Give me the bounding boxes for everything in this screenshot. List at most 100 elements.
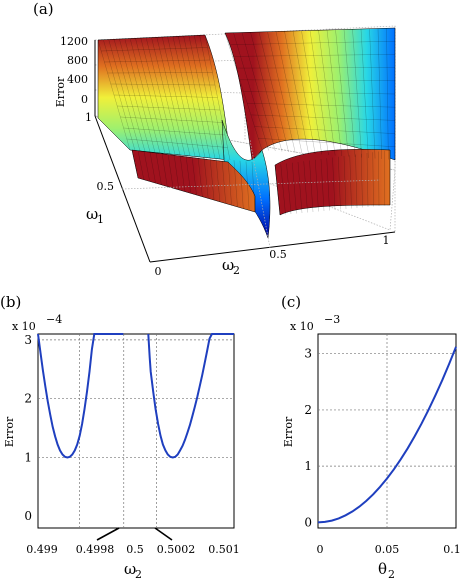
series-group [317,346,457,524]
mesh-line [104,59,211,63]
mesh-line [194,35,221,160]
mesh-line [280,164,286,215]
mesh-line [343,155,347,210]
mesh-line [292,30,316,155]
mesh-line [162,36,191,157]
mesh-line [239,79,396,81]
x-tick-label: 0.5002 [157,543,196,556]
mesh-line [377,28,382,160]
z-tick-label: 0 [81,93,88,106]
x-tick-label: 0 [155,265,162,278]
error-vs-omega2-panel: (b) x 10 −4 0 1 2 3 0.499 0.4998 0.5 0.5002… [0,293,240,578]
svg-text:2: 2 [233,264,240,277]
mesh-line [233,32,269,151]
mesh-line [221,158,226,204]
surface-front-right [274,149,391,216]
mesh-line [199,35,226,160]
mesh-line [178,36,206,158]
mesh-line [343,29,356,158]
mesh-line [137,150,145,180]
y-tick-label: 1 [85,111,92,124]
mesh-line [369,28,376,159]
y-axis-label: ω 1 [86,205,104,226]
svg-text:ω: ω [222,256,234,274]
mesh-line [378,151,380,207]
mesh-line [338,156,341,210]
mesh-line [309,30,329,156]
x-tick-labels: 0 0.05 0.1 [317,543,461,556]
mesh-line [318,30,336,156]
x-tick-label: 0.4998 [76,543,115,556]
mesh-line [185,155,191,194]
mesh-line [335,29,349,157]
mesh-line [156,37,186,156]
x-tick-label: 0.5 [126,543,144,556]
mesh-line [326,158,330,211]
svg-text:1: 1 [97,213,104,226]
mesh-line [123,127,226,136]
mesh-line [258,31,289,153]
y-tick-label: 2 [304,403,312,417]
surface-mesh [97,28,396,216]
mesh-line [239,160,244,209]
y-tick-label: 0.5 [97,180,115,193]
mesh-line [233,160,238,207]
mesh-line [297,161,303,214]
mesh-line [320,158,325,212]
svg-text:2: 2 [135,568,142,578]
svg-text:x 10: x 10 [12,320,36,333]
x-tick-label: 0.05 [375,543,400,556]
x-tick-labels: 0.499 0.4998 0.5 0.5002 0.501 [26,543,240,556]
x-axis-label: ω 2 [124,560,142,578]
mesh-line [131,149,139,179]
mesh-line [151,37,181,156]
mesh-line [232,54,396,57]
mesh-line [245,161,250,211]
z-axis-label: Error [54,76,67,107]
y-scale-note: x 10 −3 [290,313,340,333]
mesh-line [236,67,396,69]
y-tick-label: 1 [304,459,312,473]
mesh-line [209,157,215,201]
mesh-line [386,28,389,160]
svg-text:θ: θ [378,560,387,578]
mesh-line [183,35,211,159]
y-tick-label: 0 [304,515,312,529]
mesh-line [108,39,141,152]
mesh-line [275,31,303,154]
y-tick-label: 2 [24,392,32,406]
zoom-leader-lines [96,527,173,541]
mesh-line [167,153,174,189]
x-axis-label: θ 2 [378,560,395,578]
mesh-line [284,31,309,154]
mesh-line [103,39,136,151]
mesh-line [113,39,146,152]
plot-frame [37,333,235,529]
series-line [37,333,124,459]
surface-panel: (a) 1200 800 400 0 Error 1 0.5 [33,0,396,278]
panel-c-label: (c) [281,293,301,311]
mesh-line [228,41,396,45]
x-tick-label: 1 [383,234,390,247]
gridlines [318,334,456,528]
panel-b-label: (b) [0,293,21,311]
mesh-line [126,138,228,148]
mesh-line [224,32,263,151]
gridlines [38,334,234,528]
mesh-line [267,31,296,153]
z-tick-label: 400 [67,73,88,86]
mesh-line [145,37,176,155]
z-tick-label: 1200 [60,35,88,48]
svg-text:x 10: x 10 [290,320,314,333]
mesh-line [360,28,369,159]
mesh-line [303,161,308,213]
surface-front-left [131,149,256,213]
mesh-line [227,159,232,206]
z-tick-label: 800 [67,54,88,67]
surface-gridlines-front [121,139,381,249]
mesh-line [119,38,151,153]
mesh-line [352,29,362,158]
svg-text:ω: ω [86,205,98,223]
mesh-line [149,151,156,184]
mesh-line [203,157,209,199]
